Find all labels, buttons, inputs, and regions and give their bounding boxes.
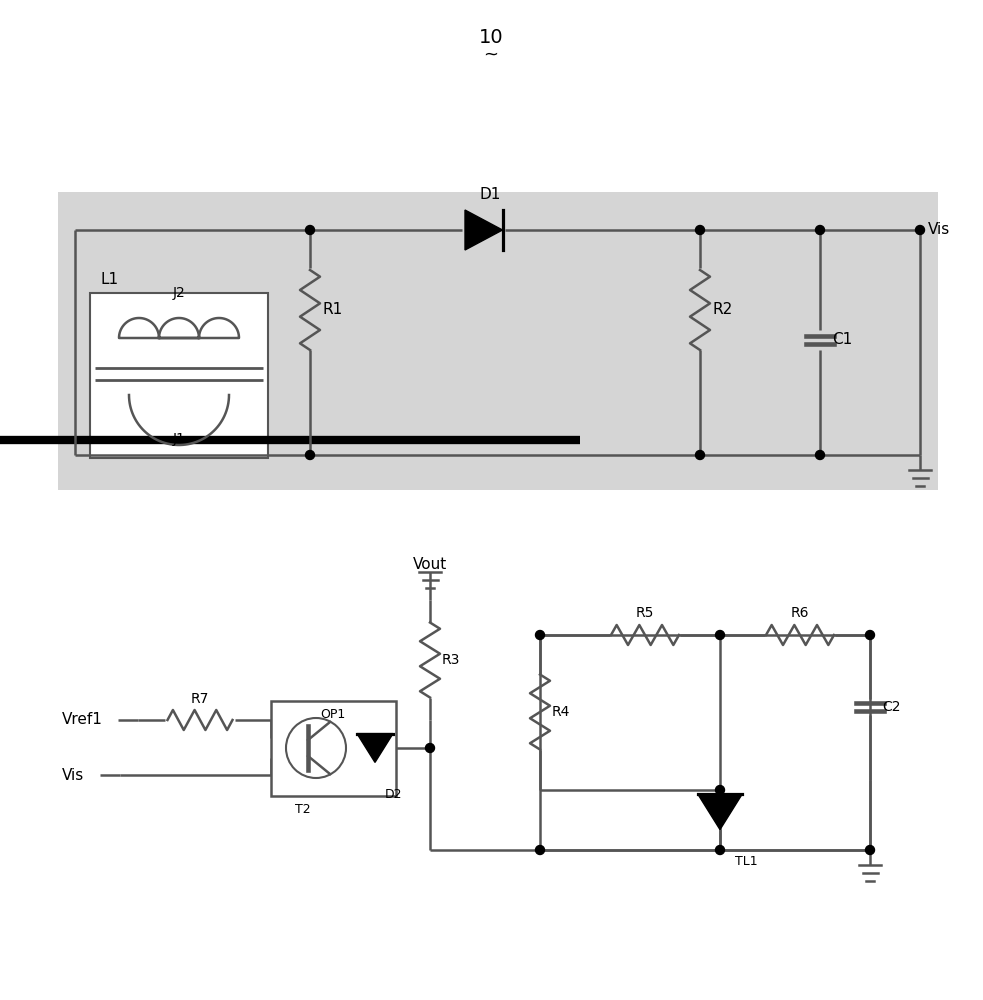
Bar: [58, 192, 938, 490]
Text: R5: R5: [636, 606, 655, 620]
Text: R7: R7: [191, 692, 209, 706]
Text: R2: R2: [712, 302, 732, 318]
Text: D1: D1: [480, 187, 500, 202]
Text: R4: R4: [552, 705, 570, 719]
Text: C2: C2: [882, 700, 900, 714]
Text: D2: D2: [385, 788, 402, 801]
Circle shape: [426, 744, 434, 752]
Bar: [540, 635, 870, 850]
Text: R6: R6: [790, 606, 809, 620]
Circle shape: [536, 631, 545, 640]
Circle shape: [716, 846, 724, 854]
Text: R1: R1: [322, 302, 342, 318]
Text: 10: 10: [479, 28, 503, 47]
Bar: [270, 700, 395, 796]
Text: L1: L1: [100, 272, 118, 287]
Circle shape: [696, 450, 705, 460]
Text: Vout: Vout: [413, 557, 447, 572]
Text: Vis: Vis: [62, 768, 85, 782]
Circle shape: [536, 846, 545, 854]
Circle shape: [915, 226, 924, 234]
Circle shape: [306, 226, 315, 234]
Text: T2: T2: [295, 803, 311, 816]
Text: OP1: OP1: [320, 708, 346, 722]
Text: J1: J1: [173, 432, 186, 446]
Text: J2: J2: [173, 286, 186, 300]
Polygon shape: [357, 734, 393, 762]
Circle shape: [306, 450, 315, 460]
Circle shape: [716, 631, 724, 640]
Circle shape: [816, 450, 825, 460]
Text: C1: C1: [832, 332, 852, 348]
Circle shape: [816, 226, 825, 234]
Text: Vref1: Vref1: [62, 712, 103, 728]
Polygon shape: [465, 210, 502, 250]
Circle shape: [865, 846, 875, 854]
Text: TL1: TL1: [735, 855, 758, 868]
Text: ~: ~: [484, 46, 498, 64]
Bar: [90, 293, 268, 458]
Text: Vis: Vis: [928, 223, 951, 237]
Text: R3: R3: [442, 653, 460, 667]
Circle shape: [696, 226, 705, 234]
Circle shape: [865, 631, 875, 640]
Circle shape: [716, 786, 724, 794]
Polygon shape: [698, 794, 742, 830]
